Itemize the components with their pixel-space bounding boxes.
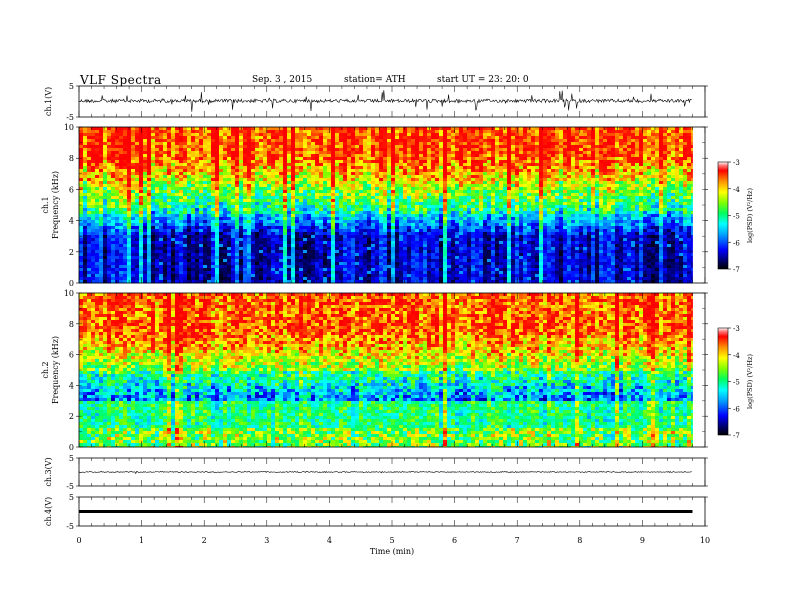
y-tick-label: -5 [66,482,74,491]
y-tick-label: 5 [69,82,74,91]
y-axis-label: ch.3(V) [44,457,53,486]
panel-5-frame: 5 -5 ch.4(V) [44,493,708,531]
y-axis-label: Frequency (kHz) [51,171,60,239]
start-ut-label: start UT = 23: 20: 0 [437,75,529,85]
panel-3-frame: 0 2 4 6 8 10 ch.2 Frequency (kHz) [41,289,708,452]
x-tick-label: 7 [515,536,520,545]
y-axis-label: ch.1(V) [44,87,53,116]
y-tick-label: 8 [69,154,74,163]
colorbar-ch2 [717,327,729,436]
y-tick-label: 0 [69,279,74,288]
x-tick-label: 4 [327,536,332,545]
colorbar-tick-label: -5 [733,213,740,221]
panel-1-frame: 5 -5 ch.1(V) [44,82,708,122]
y-tick-label: 4 [69,217,74,226]
waveform-ch3 [78,470,692,475]
y-tick-label: 4 [69,381,74,390]
ch1-trace [78,90,692,112]
y-tick-label: 5 [69,493,74,502]
y-tick-label: 5 [69,454,74,463]
colorbar-tick-label: -3 [733,159,740,167]
x-tick-label: 0 [76,536,81,545]
x-tick-label: 2 [202,536,207,545]
colorbar-label: log(PSD) (V²/Hz) [746,354,754,409]
x-tick-label: 1 [139,536,144,545]
panel-2-frame: 0 2 4 6 8 10 ch.1 Frequency (kHz) [41,123,708,288]
colorbar-tick-label: -7 [733,432,740,440]
ch3-trace [78,470,692,475]
y-axis-label: ch.4(V) [44,497,53,526]
colorbar-tick-label: -3 [733,325,740,333]
waveform-ch1 [78,90,692,112]
colorbar-ch1 [717,161,729,270]
spectrogram-ch1 [79,127,693,284]
colorbar-tick-label: -6 [733,405,740,413]
y-tick-label: 6 [69,351,74,360]
x-tick-label: 5 [389,536,394,545]
spectrogram-ch2 [79,293,693,448]
x-tick-label: 9 [640,536,645,545]
x-tick-label: 3 [264,536,269,545]
y-axis-label: ch.2 [41,361,50,378]
x-tick-label: 8 [577,536,582,545]
station-label: station= ATH [344,75,406,85]
panel-4-frame: 5 -5 ch.3(V) [44,454,708,491]
y-axis-label: Frequency (kHz) [51,336,60,404]
y-axis-label: ch.1 [41,196,50,213]
y-tick-label: -5 [66,113,74,122]
y-tick-label: 8 [69,320,74,329]
y-tick-label: 2 [69,248,74,257]
y-tick-label: 6 [69,185,74,194]
colorbar-tick-label: -5 [733,379,740,387]
x-tick-label: 10 [700,536,710,545]
colorbar-tick-label: -7 [733,266,740,274]
plot-title: VLF Spectra [80,73,162,87]
y-tick-label: -5 [66,522,74,531]
y-tick-label: 0 [69,443,74,452]
y-tick-label: 10 [64,289,74,298]
colorbar-label: log(PSD) (V²/Hz) [746,188,754,243]
colorbar-tick-label: -6 [733,239,740,247]
y-tick-label: 10 [64,123,74,132]
colorbar-tick-label: -4 [733,352,740,360]
x-axis-label: Time (min) [370,547,414,556]
date-label: Sep. 3 , 2015 [252,75,313,85]
x-tick-label: 6 [452,536,457,545]
y-tick-label: 2 [69,412,74,421]
colorbar-tick-label: -4 [733,186,740,194]
